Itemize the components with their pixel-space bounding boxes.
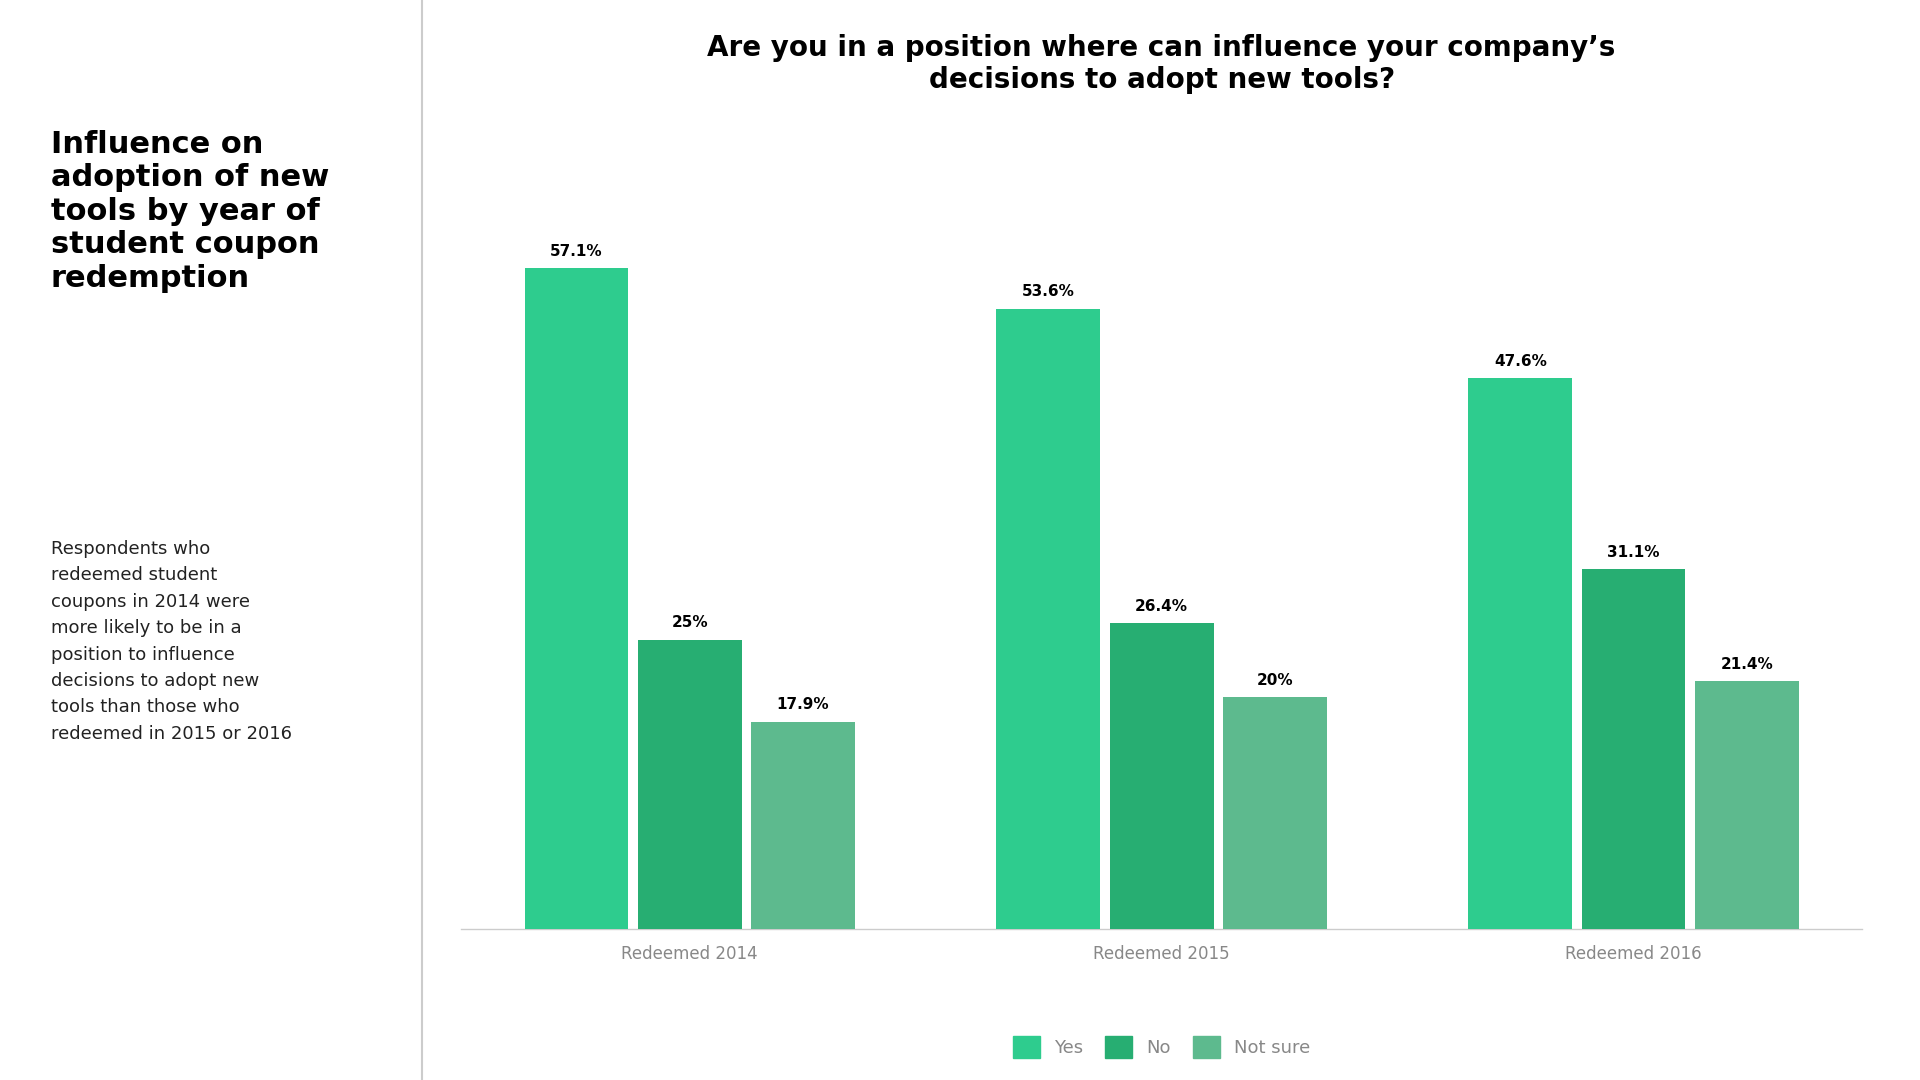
Text: 21.4%: 21.4%: [1720, 657, 1774, 672]
Text: 17.9%: 17.9%: [776, 698, 829, 713]
Text: 47.6%: 47.6%: [1494, 354, 1548, 368]
Text: 53.6%: 53.6%: [1021, 284, 1075, 299]
Bar: [1110, 623, 1213, 929]
Bar: [751, 721, 854, 929]
Text: 26.4%: 26.4%: [1135, 599, 1188, 615]
Text: 25%: 25%: [672, 616, 708, 631]
Bar: [1469, 378, 1572, 929]
Bar: [1582, 569, 1686, 929]
Bar: [1695, 681, 1799, 929]
Text: 20%: 20%: [1256, 673, 1294, 688]
Bar: [637, 639, 741, 929]
Text: 57.1%: 57.1%: [551, 244, 603, 259]
Text: Respondents who
redeemed student
coupons in 2014 were
more likely to be in a
pos: Respondents who redeemed student coupons…: [50, 540, 292, 743]
Bar: [996, 309, 1100, 929]
Text: Influence on
adoption of new
tools by year of
student coupon
redemption: Influence on adoption of new tools by ye…: [50, 130, 328, 293]
Bar: [1223, 698, 1327, 929]
Title: Are you in a position where can influence your company’s
decisions to adopt new : Are you in a position where can influenc…: [707, 33, 1617, 94]
Bar: [524, 268, 628, 929]
Text: 31.1%: 31.1%: [1607, 544, 1659, 559]
Legend: Yes, No, Not sure: Yes, No, Not sure: [1006, 1029, 1317, 1066]
